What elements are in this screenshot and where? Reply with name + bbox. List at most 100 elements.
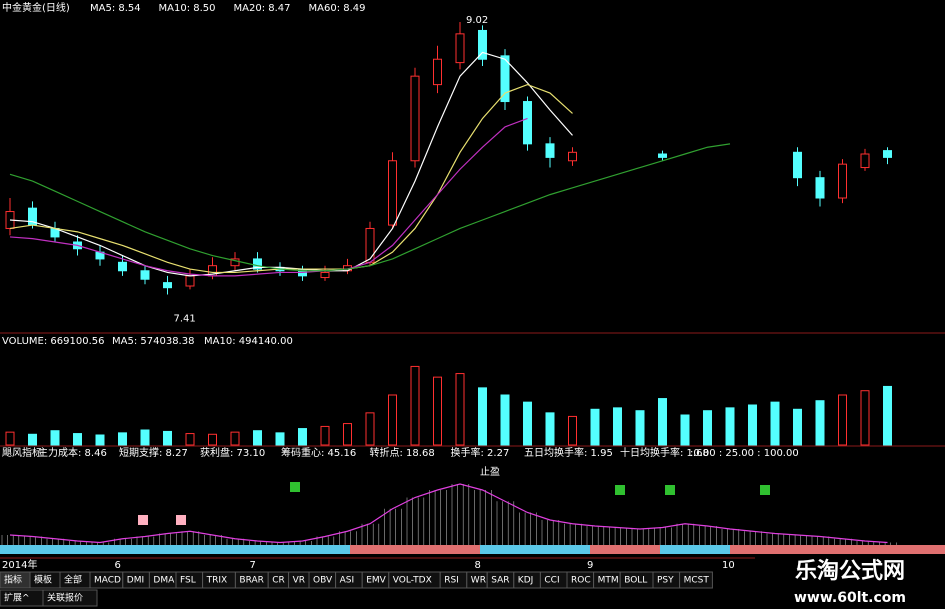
tab-label[interactable]: MTM — [598, 576, 619, 586]
bottom-tab[interactable] — [42, 589, 98, 607]
ma-label: MA10: 8.50 — [159, 3, 216, 14]
tab-label[interactable]: 指标 — [4, 574, 22, 586]
candle-body — [320, 271, 330, 279]
tab-label[interactable]: 全部 — [64, 574, 82, 586]
volume-header: MA5: 574038.38 — [112, 336, 194, 347]
signal-icon — [290, 482, 300, 492]
candle-body — [118, 261, 127, 272]
ma-line — [9, 51, 573, 277]
volume-header: MA10: 494140.00 — [204, 336, 293, 347]
candle-body — [455, 33, 465, 64]
volume-bar — [410, 365, 420, 446]
candle-body — [860, 153, 870, 169]
tab-label[interactable]: BOLL — [624, 576, 647, 586]
date-label: 2014年 — [2, 558, 37, 571]
tab-label[interactable]: PSY — [657, 576, 674, 586]
candle-body — [500, 55, 510, 103]
ma-line — [9, 143, 731, 272]
tab-label[interactable]: OBV — [313, 576, 333, 586]
volume-bar — [163, 430, 172, 446]
ma-label: MA5: 8.54 — [90, 3, 141, 14]
tab[interactable] — [679, 571, 713, 589]
volume-bar — [770, 401, 780, 446]
volume-bar — [50, 430, 60, 446]
high-label: 9.02 — [466, 15, 488, 26]
volume-bar — [500, 394, 510, 446]
watermark-box — [755, 555, 945, 609]
indicator-header: 飓风指标 — [2, 446, 42, 459]
bottom-tab-label[interactable]: 扩展^ — [4, 592, 30, 604]
indicator-header: 主力成本: 8.46 — [38, 446, 107, 459]
tab-label[interactable]: MCST — [684, 576, 710, 586]
volume-bar — [680, 414, 690, 446]
volume-bar — [388, 394, 397, 446]
tab-label[interactable]: TRIX — [206, 576, 228, 586]
volume-bar — [658, 398, 667, 446]
tab-label[interactable]: FSL — [180, 576, 196, 586]
indicator-header: 短期支撑: 8.27 — [119, 446, 188, 459]
tab-label[interactable]: VOL-TDX — [393, 576, 432, 586]
signal-band — [0, 545, 350, 554]
volume-bar — [748, 404, 757, 446]
candle-body — [478, 29, 487, 60]
signal-icon — [760, 485, 770, 495]
volume-bar — [365, 412, 375, 446]
low-label: 7.41 — [174, 313, 196, 324]
volume-bar — [860, 390, 870, 446]
signal-band — [660, 545, 730, 554]
tab-label[interactable]: MACD — [94, 576, 121, 586]
volume-bar — [725, 407, 735, 446]
signal-icon — [665, 485, 675, 495]
candle-body — [433, 58, 442, 86]
volume-bar — [523, 401, 532, 446]
indicator-header: 五日均换手率: 1.95 — [524, 446, 613, 459]
volume-bar — [838, 394, 847, 446]
signal-icon — [176, 515, 186, 525]
volume-bar — [590, 408, 600, 446]
tab-label[interactable]: CR — [272, 576, 285, 586]
indicator-header: 获利盘: 73.10 — [200, 446, 265, 459]
volume-bar — [95, 434, 105, 446]
tab-label[interactable]: KDJ — [518, 576, 534, 586]
candle-body — [658, 153, 667, 158]
tab-label[interactable]: RSI — [444, 576, 459, 586]
tab-label[interactable]: DMI — [127, 576, 144, 586]
tab-label[interactable]: ROC — [571, 576, 591, 586]
tab-label[interactable]: VR — [293, 576, 305, 586]
tab-label[interactable]: SAR — [491, 576, 509, 586]
volume-bar — [343, 423, 352, 446]
ma-label: MA60: 8.49 — [309, 3, 366, 14]
candle-body — [838, 163, 847, 199]
tab-label[interactable]: 模板 — [34, 574, 52, 586]
tab-label[interactable]: BRAR — [239, 576, 263, 586]
indicator-scale: :0.00 : 25.00 : 100.00 — [690, 448, 799, 459]
date-label: 6 — [115, 560, 121, 571]
volume-bar — [118, 432, 127, 446]
ma-line — [9, 83, 573, 274]
volume-bar — [5, 431, 15, 446]
indicator-header: 转折点: 18.68 — [370, 446, 435, 459]
candle-body — [815, 177, 825, 199]
candle-body — [253, 258, 262, 270]
tab-label[interactable]: CCI — [544, 576, 559, 586]
date-label: 9 — [587, 560, 593, 571]
volume-bar — [568, 415, 577, 446]
volume-bar — [433, 376, 442, 446]
candle-body — [388, 160, 397, 226]
tab-label[interactable]: ASI — [340, 576, 355, 586]
tab-label[interactable]: EMV — [366, 576, 386, 586]
tab-label[interactable]: WR — [471, 576, 486, 586]
candle-body — [140, 270, 150, 280]
volume-bar — [28, 433, 37, 446]
volume-bar — [883, 385, 892, 446]
candle-body — [410, 75, 420, 162]
volume-bar — [815, 400, 825, 446]
signal-band — [0, 545, 945, 554]
volume-bar — [793, 408, 802, 446]
price-title: 中金黄金(日线) — [2, 1, 70, 14]
indicator-header: 换手率: 2.27 — [451, 446, 510, 459]
candle-body — [163, 282, 172, 289]
tab-label[interactable]: DMA — [153, 576, 175, 586]
bottom-tab-label[interactable]: 关联报价 — [47, 592, 83, 604]
